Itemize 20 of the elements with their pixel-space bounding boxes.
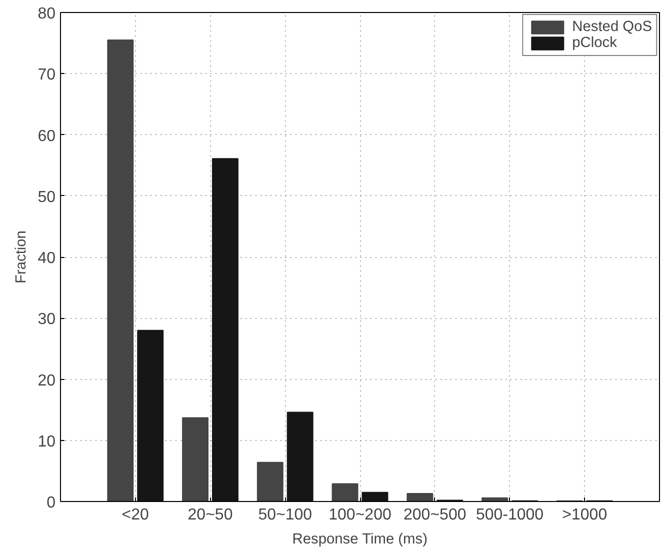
- legend-label: pClock: [572, 35, 617, 51]
- x-tick-label: 50~100: [258, 506, 312, 524]
- x-tick-label: 100~200: [328, 506, 392, 524]
- y-tick-label: 80: [38, 6, 56, 22]
- legend-label: Nested QoS: [572, 19, 652, 35]
- y-tick-label: 0: [46, 494, 56, 512]
- y-tick-label: 20: [38, 372, 56, 390]
- y-tick-label: 30: [38, 311, 56, 328]
- x-tick-label: 20~50: [188, 506, 233, 524]
- y-tick-label: 50: [38, 188, 56, 206]
- y-tick-label: 70: [38, 66, 56, 84]
- x-tick-label: 500-1000: [476, 506, 544, 524]
- y-tick-label: 40: [38, 250, 56, 267]
- x-axis-title: Response Time (ms): [292, 532, 428, 548]
- x-tick-label: 200~500: [404, 506, 466, 524]
- y-axis-title: Fraction: [14, 230, 30, 284]
- y-tick-label: 60: [38, 128, 56, 145]
- x-tick-label: <20: [122, 506, 150, 524]
- x-tick-label: >1000: [562, 506, 608, 524]
- y-tick-label: 10: [38, 433, 56, 450]
